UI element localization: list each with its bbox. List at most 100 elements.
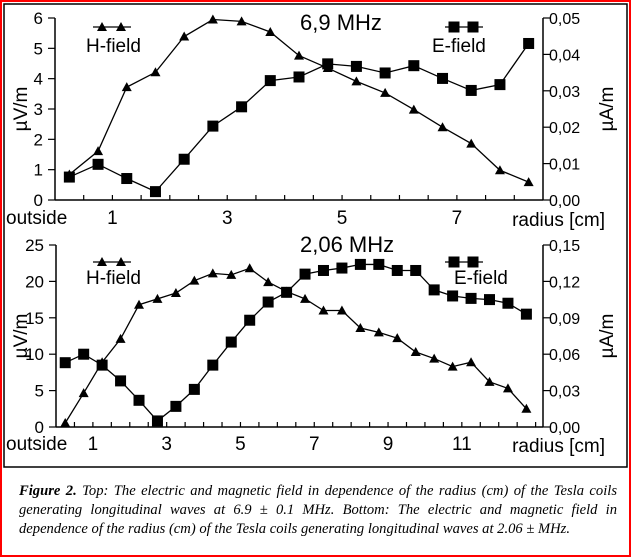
e-field-point (78, 348, 90, 360)
chart-title: 2,06 MHz (300, 232, 394, 257)
y-right-tick-label: 0,04 (549, 47, 580, 64)
y-left-tick-label: 1 (34, 161, 43, 180)
e-field-point (225, 336, 237, 348)
y-left-tick-label: 6 (34, 9, 43, 28)
x-tick-label: 5 (337, 208, 348, 229)
h-field-point (318, 305, 329, 315)
legend-triangle-icon (116, 22, 126, 31)
y-left-axis-title: µV/m (11, 87, 32, 132)
e-field-point (92, 158, 104, 170)
h-field-point (244, 263, 255, 273)
h-field-point (265, 26, 276, 36)
x-tick-label: 11 (452, 434, 472, 455)
y-right-tick-label: 0,02 (549, 120, 580, 137)
e-field-point (115, 375, 127, 387)
legend-triangle-icon (97, 257, 107, 266)
e-field-point (236, 101, 248, 113)
y-left-tick-label: 25 (25, 236, 44, 255)
x-tick-label: 1 (88, 434, 99, 455)
h-field-point (226, 269, 237, 279)
y-left-tick-label: 5 (34, 39, 43, 58)
h-field-point (189, 275, 200, 285)
y-right-tick-label: 0,05 (549, 11, 580, 28)
h-field-point (429, 353, 440, 363)
y-right-tick-label: 0,00 (549, 420, 580, 437)
e-field-point (264, 75, 276, 87)
y-right-tick-label: 0,06 (549, 347, 580, 364)
e-field-point (502, 297, 514, 309)
h-field-point (263, 277, 274, 287)
e-field-point (465, 84, 477, 96)
h-field-point (437, 122, 448, 132)
e-field-point (350, 60, 362, 72)
e-field-point (410, 264, 422, 276)
e-field-point (59, 357, 71, 369)
e-field-point (207, 120, 219, 132)
h-field-point (152, 293, 163, 303)
y-right-tick-label: 0,00 (549, 193, 580, 210)
e-field-point (494, 79, 506, 91)
h-field-point (179, 31, 190, 41)
e-field-point (447, 290, 459, 302)
e-field-point (465, 292, 477, 304)
e-field-point (520, 308, 532, 320)
chart-frame (3, 3, 628, 468)
h-field-point (410, 347, 421, 357)
chart-6-9-mhz: 0 1 2 3 4 5 6 0,00 0,01 0,02 0,03 0,04 0,05 1 3 5 7 outsi… (6, 9, 618, 231)
e-field-point (354, 258, 366, 270)
x-tick-label: 3 (222, 208, 233, 229)
e-field-point (437, 72, 449, 84)
h-field-point (523, 177, 534, 187)
y-left-tick-label: 20 (25, 272, 44, 291)
chart-title: 6,9 MHz (300, 10, 382, 35)
h-field-point (392, 333, 403, 343)
h-field-point (521, 403, 532, 413)
h-field-point (93, 146, 104, 156)
x-outside-label: outside (6, 434, 67, 455)
h-field-point (115, 333, 126, 343)
e-field-point (293, 71, 305, 83)
e-field-point (379, 67, 391, 79)
y-left-tick-label: 3 (34, 100, 43, 119)
legend-label: E-field (432, 36, 486, 57)
legend-square-icon (448, 21, 460, 33)
e-field-point (121, 173, 133, 185)
y-left-tick-label: 0 (34, 191, 43, 210)
x-tick-label: 9 (383, 434, 394, 455)
chart-2-06-mhz: 0 5 10 15 20 25 0,00 0,03 0,06 0,09 0,12 0,15 1 3 5 7 9 1… (6, 232, 618, 457)
e-field-point (281, 286, 293, 298)
e-field-point (484, 294, 496, 306)
series-line-h-field (64, 267, 527, 424)
h-field-point (294, 50, 304, 60)
h-field-point (502, 383, 513, 393)
h-field-point (300, 293, 311, 303)
legend-label: H-field (86, 268, 141, 289)
y-right-axis-title: µA/m (597, 87, 618, 132)
e-field-point (322, 58, 334, 70)
e-field-point (170, 400, 182, 412)
e-field-point (299, 268, 311, 280)
y-right-axis-title: µA/m (597, 314, 618, 359)
x-outside-label: outside (6, 208, 67, 229)
y-left-tick-label: 2 (34, 130, 43, 149)
h-field-point (236, 16, 247, 26)
h-field-point (60, 417, 71, 427)
y-left-tick-label: 4 (34, 70, 43, 89)
h-field-point (373, 327, 384, 337)
x-tick-label: 5 (235, 434, 246, 455)
h-field-point (150, 67, 161, 77)
h-field-point (408, 104, 419, 114)
legend-square-icon (448, 256, 460, 268)
y-right-tick-label: 0,01 (549, 157, 580, 174)
e-field-point (244, 314, 256, 326)
h-field-point (447, 361, 458, 371)
e-field-point (151, 415, 163, 427)
y-left-tick-label: 5 (35, 382, 44, 401)
e-field-point (336, 262, 348, 274)
x-tick-label: 7 (309, 434, 320, 455)
caption-text: Top: The electric and magnetic field in … (19, 483, 617, 537)
h-field-point (494, 165, 505, 175)
h-field-point (121, 82, 132, 92)
x-tick-label: 3 (161, 434, 172, 455)
